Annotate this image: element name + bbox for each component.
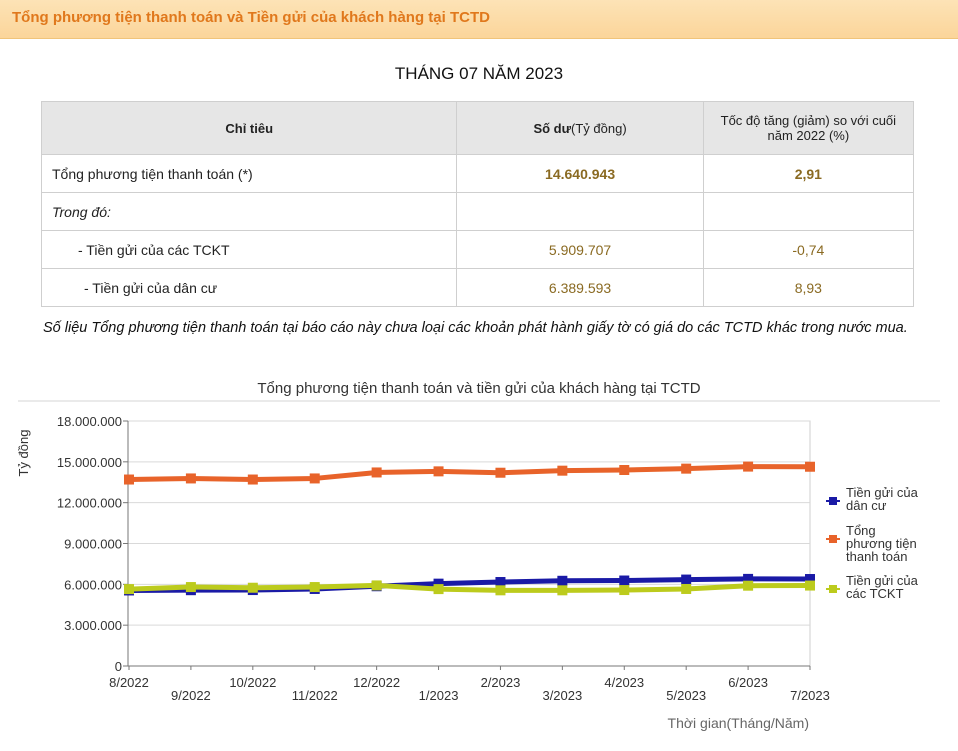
data-point [185, 582, 196, 593]
x-tick-label: 7/2023 [790, 688, 830, 703]
x-tick-label: 1/2023 [419, 688, 459, 703]
legend-marker [829, 585, 837, 593]
data-point [185, 473, 196, 484]
data-point [309, 582, 320, 593]
legend-label: Tiền gửi của [846, 573, 919, 588]
data-point [557, 585, 568, 596]
header-title: Tổng phương tiện thanh toán và Tiền gửi … [12, 9, 490, 26]
legend-label: Tổng [846, 523, 876, 538]
x-tick-label: 8/2022 [109, 675, 149, 690]
data-point [247, 474, 258, 485]
x-tick-label: 12/2022 [353, 675, 400, 690]
data-point [495, 467, 506, 478]
row-value: 6.389.593 [456, 268, 704, 307]
series-line [128, 464, 811, 483]
legend-marker [829, 535, 837, 543]
row-growth [702, 192, 915, 231]
data-point [681, 463, 692, 474]
legend-label: các TCKT [846, 586, 904, 601]
header-balance-bold: Số dư [533, 120, 572, 136]
table-row: Trong đó: [40, 192, 915, 231]
data-point [681, 574, 692, 585]
header-balance: Số dư(Tỷ đồng) [456, 101, 704, 155]
header-bar: Tổng phương tiện thanh toán và Tiền gửi … [0, 0, 958, 39]
y-tick-label: 15.000.000 [57, 455, 122, 470]
x-tick-label: 2/2023 [481, 675, 521, 690]
x-tick-label: 3/2023 [542, 688, 582, 703]
row-growth: -0,74 [702, 230, 915, 269]
data-point [371, 580, 382, 591]
row-label: - Tiền gửi của các TCKT [40, 230, 458, 269]
data-point [557, 465, 568, 476]
chart-title: Tổng phương tiện thanh toán và tiền gửi … [257, 380, 700, 397]
table-row: - Tiền gửi của dân cư 6.389.593 8,93 [40, 268, 915, 307]
legend-label: phương tiện [846, 536, 917, 551]
x-tick-label: 6/2023 [728, 675, 768, 690]
y-tick-label: 9.000.000 [64, 537, 122, 552]
x-tick-label: 4/2023 [604, 675, 644, 690]
y-tick-label: 0 [115, 659, 122, 674]
data-point [433, 584, 444, 595]
stats-table: Chỉ tiêu Số dư(Tỷ đồng) Tốc độ tăng (giả… [40, 101, 915, 307]
data-point [433, 466, 444, 477]
data-point [124, 584, 134, 595]
data-point [805, 574, 815, 585]
y-axis-label: Tỷ đồng [16, 430, 31, 477]
legend-label: thanh toán [846, 549, 907, 564]
x-axis-label: Thời gian(Tháng/Năm) [668, 715, 809, 731]
report-note: Số liệu Tổng phương tiện thanh toán tại … [43, 320, 908, 336]
header-indicator: Chỉ tiêu [40, 101, 458, 155]
x-tick-label: 9/2022 [171, 688, 211, 703]
legend-label: dân cư [846, 498, 887, 513]
data-point [433, 578, 444, 589]
data-point [619, 465, 630, 475]
x-tick-label: 11/2022 [292, 688, 338, 703]
y-tick-label: 18.000.000 [57, 414, 122, 429]
data-point [557, 575, 568, 586]
table-header-row: Chỉ tiêu Số dư(Tỷ đồng) Tốc độ tăng (giả… [40, 101, 915, 155]
data-point [309, 473, 320, 484]
data-point [619, 585, 630, 596]
data-point [805, 580, 815, 591]
data-point [495, 577, 506, 588]
data-point [247, 582, 258, 593]
y-tick-label: 6.000.000 [64, 577, 122, 592]
data-point [743, 573, 754, 584]
row-value: 14.640.943 [456, 154, 704, 193]
row-value: 5.909.707 [456, 230, 704, 269]
data-point [743, 461, 754, 472]
x-tick-label: 5/2023 [666, 688, 706, 703]
row-growth: 8,93 [702, 268, 915, 307]
series-line [128, 582, 811, 593]
y-tick-label: 3.000.000 [64, 618, 122, 633]
data-point [805, 461, 815, 472]
data-point [371, 467, 382, 478]
header-balance-unit: (Tỷ đồng) [571, 120, 627, 136]
y-tick-label: 12.000.000 [57, 496, 122, 511]
data-point [681, 583, 692, 594]
row-growth: 2,91 [702, 154, 915, 193]
data-point [619, 575, 630, 586]
row-label: Trong đó: [40, 192, 458, 231]
legend-label: Tiền gửi của [846, 485, 919, 500]
x-tick-label: 10/2022 [229, 675, 276, 690]
row-value [456, 192, 704, 231]
row-label: - Tiền gửi của dân cư [40, 268, 458, 307]
legend-marker [829, 497, 837, 505]
data-point [743, 580, 754, 591]
table-row: - Tiền gửi của các TCKT 5.909.707 -0,74 [40, 230, 915, 269]
report-period: THÁNG 07 NĂM 2023 [394, 64, 564, 83]
data-point [124, 474, 134, 485]
data-point [495, 585, 506, 596]
